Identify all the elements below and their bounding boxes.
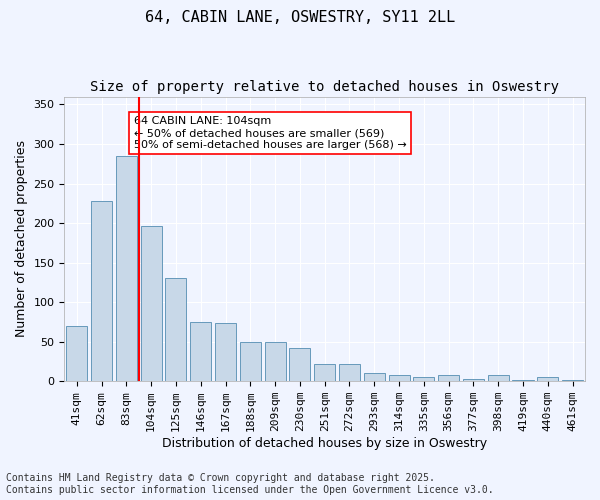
Bar (463, 379, 484, 381)
Bar (389, 375, 410, 381)
Y-axis label: Number of detached properties: Number of detached properties (15, 140, 28, 338)
Bar (339, 364, 360, 381)
Bar (562, 380, 583, 381)
Bar (364, 374, 385, 381)
Text: 64, CABIN LANE, OSWESTRY, SY11 2LL: 64, CABIN LANE, OSWESTRY, SY11 2LL (145, 10, 455, 25)
Bar (190, 322, 211, 381)
Bar (240, 342, 261, 381)
Bar (66, 326, 88, 381)
Bar (314, 364, 335, 381)
Bar (289, 348, 310, 381)
Bar (140, 226, 162, 381)
Bar (438, 375, 459, 381)
Bar (215, 324, 236, 381)
Bar (512, 380, 533, 381)
Bar (116, 156, 137, 381)
Text: Contains HM Land Registry data © Crown copyright and database right 2025.
Contai: Contains HM Land Registry data © Crown c… (6, 474, 494, 495)
Bar (265, 342, 286, 381)
Bar (91, 201, 112, 381)
Bar (537, 378, 559, 381)
Title: Size of property relative to detached houses in Oswestry: Size of property relative to detached ho… (90, 80, 559, 94)
Text: 64 CABIN LANE: 104sqm
← 50% of detached houses are smaller (569)
50% of semi-det: 64 CABIN LANE: 104sqm ← 50% of detached … (134, 116, 407, 150)
Bar (166, 278, 187, 381)
Bar (488, 375, 509, 381)
Bar (413, 378, 434, 381)
X-axis label: Distribution of detached houses by size in Oswestry: Distribution of detached houses by size … (162, 437, 487, 450)
